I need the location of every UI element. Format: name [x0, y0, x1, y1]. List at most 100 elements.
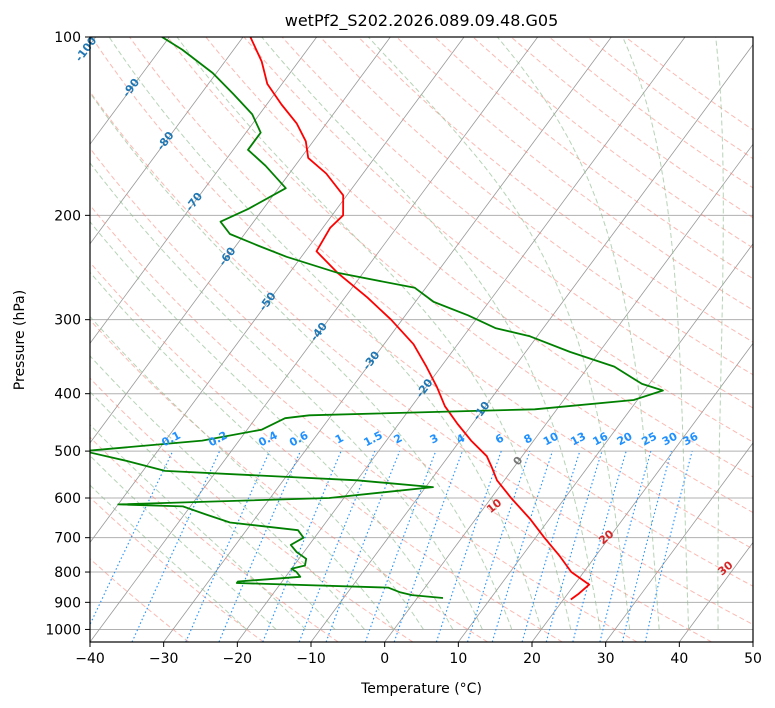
- isotherm-label: -80: [154, 129, 177, 153]
- isotherm-line: [752, 641, 753, 642]
- mixing-ratio-line: [491, 450, 554, 642]
- isotherm-line: [310, 44, 753, 642]
- dry-adiabat-line: [281, 37, 753, 409]
- moist-adiabat-line: [90, 220, 454, 630]
- mixing-ratio-line: [599, 450, 652, 642]
- isotherm-line: [384, 143, 753, 642]
- dry-adiabat-label: 10: [484, 496, 504, 516]
- mixing-ratio-line: [325, 450, 401, 642]
- isotherm-line: [531, 342, 753, 642]
- mixing-ratio-line: [621, 450, 672, 642]
- dry-adiabat-line: [167, 37, 753, 514]
- dry-adiabat-line: [90, 436, 339, 642]
- x-tick-label: 40: [670, 651, 688, 667]
- dry-adiabat-line: [90, 558, 190, 642]
- isotherm-line: [90, 37, 539, 642]
- mixing-ratio-line: [298, 450, 376, 642]
- mixing-ratio-line: [545, 450, 603, 642]
- moist-adiabat-line: [715, 37, 724, 630]
- x-tick-label: 0: [380, 651, 389, 667]
- isotherm-line: [90, 37, 465, 544]
- y-tick-label: 900: [54, 595, 81, 611]
- mixing-ratio-label: 1: [333, 431, 346, 446]
- mixing-ratio-line: [644, 450, 693, 642]
- temperature-profile-line: [249, 37, 591, 601]
- mixing-ratio-label: 36: [681, 430, 701, 449]
- y-axis-label: Pressure (hPa): [12, 290, 28, 390]
- isotherm-line: [237, 37, 686, 642]
- y-tick-label: 700: [54, 531, 81, 547]
- mixing-ratio-label: 20: [615, 430, 635, 449]
- y-tick-label: 500: [54, 444, 81, 460]
- mixing-ratio-line: [262, 450, 342, 642]
- isotherm-line: [458, 243, 753, 642]
- mixing-ratio-label: 2: [392, 431, 405, 446]
- y-tick-label: 100: [54, 30, 81, 46]
- dry-adiabat-line: [90, 147, 712, 642]
- moist-adiabat-line: [368, 37, 631, 630]
- moist-adiabat-line: [176, 37, 572, 630]
- dry-adiabat-line: [548, 37, 753, 189]
- mixing-ratio-line: [572, 450, 627, 642]
- dry-adiabat-line: [358, 37, 753, 343]
- mixing-ratio-line: [218, 450, 302, 642]
- mixing-ratio-label: 10: [541, 430, 561, 449]
- isotherm-line: [90, 37, 170, 145]
- dewpoint-profile-line: [90, 37, 664, 599]
- dry-adiabat-line: [434, 37, 753, 280]
- plot-frame: [89, 36, 754, 643]
- y-tick-label: 300: [54, 313, 81, 329]
- mixing-ratio-label: 1.5: [362, 429, 385, 450]
- y-tick-label: 600: [54, 491, 81, 507]
- mixing-ratio-label: 8: [522, 431, 535, 446]
- x-axis-label: Temperature (°C): [360, 681, 482, 697]
- isotherm-line: [90, 37, 318, 345]
- dry-adiabat-line: [90, 377, 414, 642]
- moist-adiabat-line: [622, 37, 690, 630]
- moist-adiabat-line: [497, 37, 660, 630]
- x-tick-label: −20: [223, 651, 253, 667]
- x-tick-label: 20: [523, 651, 541, 667]
- mixing-ratio-line: [435, 450, 502, 642]
- moist-adiabat-line: [90, 355, 365, 630]
- isotherm-line: [90, 37, 391, 444]
- dry-adiabat-line: [472, 37, 753, 249]
- isotherm-label: -40: [308, 320, 331, 344]
- isotherm-label: -60: [216, 244, 239, 268]
- mixing-ratio-label: 3: [428, 431, 441, 446]
- mixing-ratio-label: 13: [568, 430, 588, 449]
- x-tick-label: −40: [75, 651, 105, 667]
- isotherm-label: 0: [511, 454, 526, 468]
- mixing-ratio-line: [90, 450, 174, 626]
- mixing-ratio-label: 16: [591, 430, 611, 449]
- moist-adiabat-line: [90, 391, 336, 630]
- mixing-ratio-line: [393, 450, 463, 642]
- isotherm-line: [605, 442, 753, 642]
- isotherm-label: -30: [360, 348, 383, 372]
- mixing-ratio-line: [466, 450, 531, 642]
- dry-adiabat-line: [243, 37, 753, 443]
- moist-adiabat-line: [90, 424, 306, 630]
- mixing-ratio-label: 0.2: [206, 429, 229, 450]
- isotherm-label: -70: [183, 190, 206, 214]
- mixing-ratio-label: 30: [660, 430, 680, 449]
- moist-adiabat-line: [90, 454, 277, 630]
- chart-title: wetPf2_S202.2026.089.09.48.G05: [285, 11, 559, 31]
- moist-adiabat-line: [108, 37, 542, 630]
- isotherm-label: -50: [256, 289, 279, 313]
- dry-adiabat-line: [129, 37, 753, 550]
- mixing-ratio-label: 0.4: [256, 429, 280, 450]
- x-tick-label: −30: [149, 651, 179, 667]
- x-tick-label: −10: [296, 651, 326, 667]
- dry-adiabat-line: [90, 90, 753, 626]
- y-tick-label: 1000: [45, 622, 81, 638]
- mixing-ratio-line: [185, 450, 271, 642]
- dry-adiabat-line: [396, 37, 753, 311]
- moist-adiabat-line: [90, 92, 513, 630]
- moist-adiabat-line: [90, 484, 247, 630]
- y-tick-label: 200: [54, 208, 81, 224]
- dry-adiabat-line: [90, 319, 488, 642]
- mixing-ratio-line: [521, 450, 581, 642]
- isotherm-line: [90, 37, 244, 245]
